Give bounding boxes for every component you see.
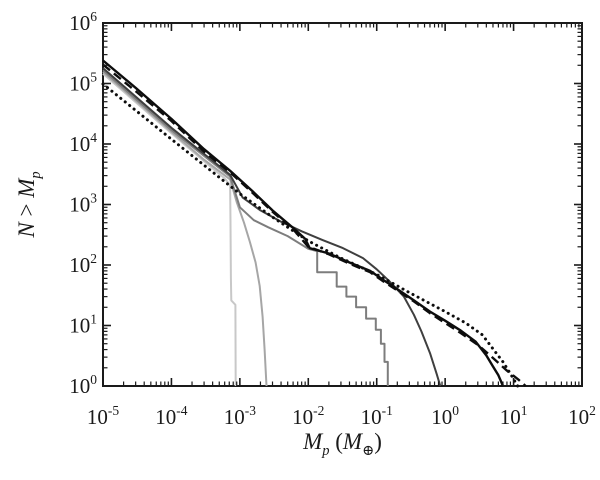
plot-frame	[102, 22, 583, 387]
x-tick-label-1e-4: 10-4	[155, 403, 187, 429]
x-tick-label-1e1: 101	[500, 403, 528, 429]
x-tick-label-1e2: 102	[568, 403, 596, 429]
x-tick-label-1e-2: 10-2	[292, 403, 324, 429]
axis-labels: 10-5 10-4 10-3 10-2 10-1 100 101 102 100 101 102 10…	[14, 9, 596, 459]
y-tick-label-1e6: 106	[69, 9, 97, 35]
series-6-black-dashed	[102, 63, 527, 387]
y-axis-label: N > Mp	[14, 171, 44, 238]
series-2-light-gray	[102, 71, 268, 387]
x-tick-label-1e-5: 10-5	[87, 403, 119, 429]
y-tick-label-1e5: 105	[69, 70, 97, 96]
data-curves	[101, 59, 527, 388]
y-tick-label-1e4: 104	[69, 130, 97, 156]
y-tick-label-1e2: 102	[69, 251, 97, 277]
plot-border	[102, 22, 583, 387]
y-tick-label-1e0: 100	[69, 372, 97, 398]
x-tick-label-1e-3: 10-3	[224, 403, 256, 429]
x-tick-label-1e0: 100	[431, 403, 459, 429]
series-7-black-solid	[102, 59, 505, 387]
y-tick-label-1e1: 101	[69, 312, 97, 338]
x-tick-label-1e-1: 10-1	[361, 403, 393, 429]
series-3-medium-gray	[102, 69, 389, 386]
axis-ticks	[102, 22, 583, 387]
y-tick-label-1e3: 103	[69, 191, 97, 217]
series-1-lightest-gray	[102, 72, 237, 387]
series-5-black-dotted	[101, 82, 520, 388]
x-axis-label: Mp (M⊕)	[302, 429, 382, 459]
